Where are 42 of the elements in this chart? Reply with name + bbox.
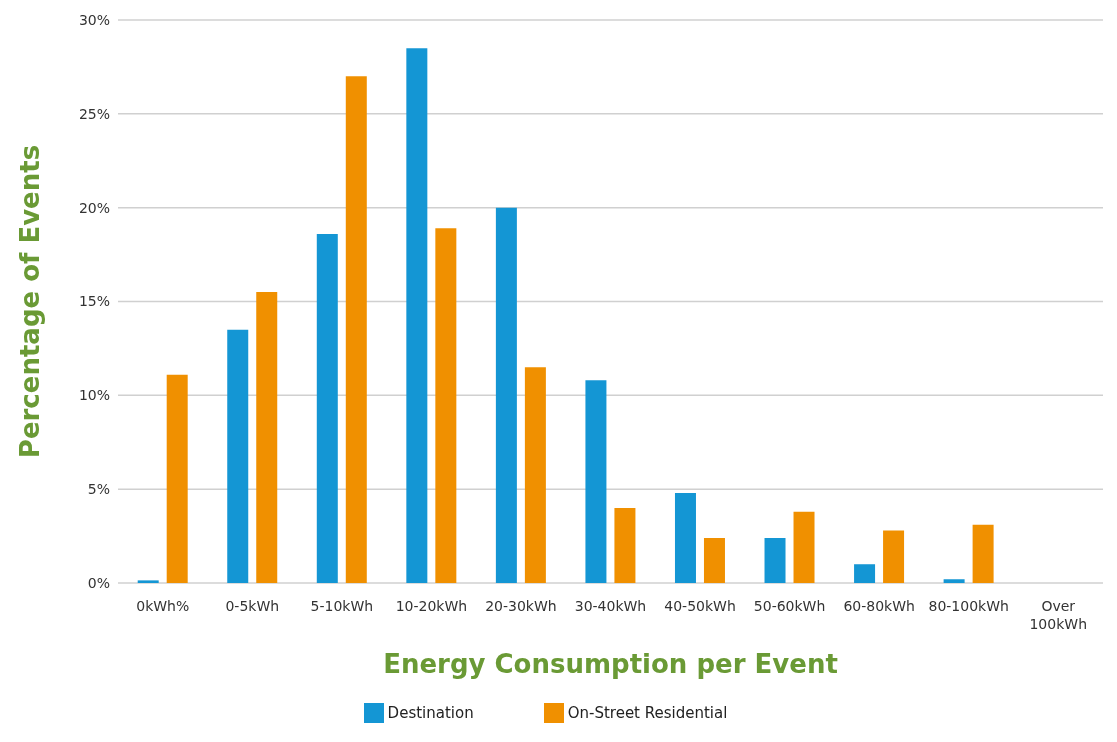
bar bbox=[972, 524, 994, 583]
bar bbox=[495, 207, 517, 583]
x-tick-label: 30-40kWh bbox=[574, 598, 647, 614]
bar bbox=[793, 511, 815, 583]
x-tick-label: 10-20kWh bbox=[395, 598, 468, 614]
x-axis-title: Energy Consumption per Event bbox=[383, 649, 838, 679]
x-tick-label: 20-30kWh bbox=[485, 598, 557, 614]
y-axis-title: Percentage of Events bbox=[15, 144, 46, 459]
x-tick-label: 0kWh% bbox=[136, 598, 190, 614]
x-tick-label: Over 100kWh bbox=[1029, 598, 1087, 632]
bar bbox=[406, 48, 428, 583]
y-tick-label: 20% bbox=[78, 199, 110, 216]
bar bbox=[764, 537, 786, 583]
x-tick-label: 80-100kWh bbox=[928, 598, 1009, 614]
y-tick-label: 30% bbox=[78, 11, 110, 28]
bar bbox=[854, 564, 876, 583]
bar bbox=[883, 530, 905, 583]
bar bbox=[674, 492, 696, 583]
legend-label: Destination bbox=[387, 703, 474, 722]
x-tick-label: 0-5kWh bbox=[225, 598, 280, 614]
bar bbox=[316, 233, 338, 583]
bar bbox=[703, 537, 725, 583]
y-tick-label: 25% bbox=[78, 105, 110, 122]
bar bbox=[435, 228, 457, 583]
bar bbox=[614, 507, 636, 583]
bar bbox=[524, 367, 546, 583]
x-tick-label: 50-60kWh bbox=[753, 598, 826, 614]
legend-label: On-Street Residential bbox=[567, 703, 728, 722]
bar bbox=[256, 292, 278, 583]
bar bbox=[585, 380, 607, 583]
bar bbox=[943, 579, 965, 583]
x-tick-label: 40-50kWh bbox=[664, 598, 736, 614]
bar bbox=[227, 329, 249, 583]
bar bbox=[345, 76, 367, 583]
bar bbox=[137, 580, 159, 583]
x-tick-label: 60-80kWh bbox=[843, 598, 915, 614]
y-tick-label: 15% bbox=[78, 293, 110, 310]
x-tick-label: 5-10kWh bbox=[310, 598, 374, 614]
bar bbox=[166, 374, 188, 583]
y-tick-label: 0% bbox=[87, 574, 110, 591]
y-tick-label: 10% bbox=[78, 387, 110, 404]
y-tick-label: 5% bbox=[87, 481, 110, 498]
